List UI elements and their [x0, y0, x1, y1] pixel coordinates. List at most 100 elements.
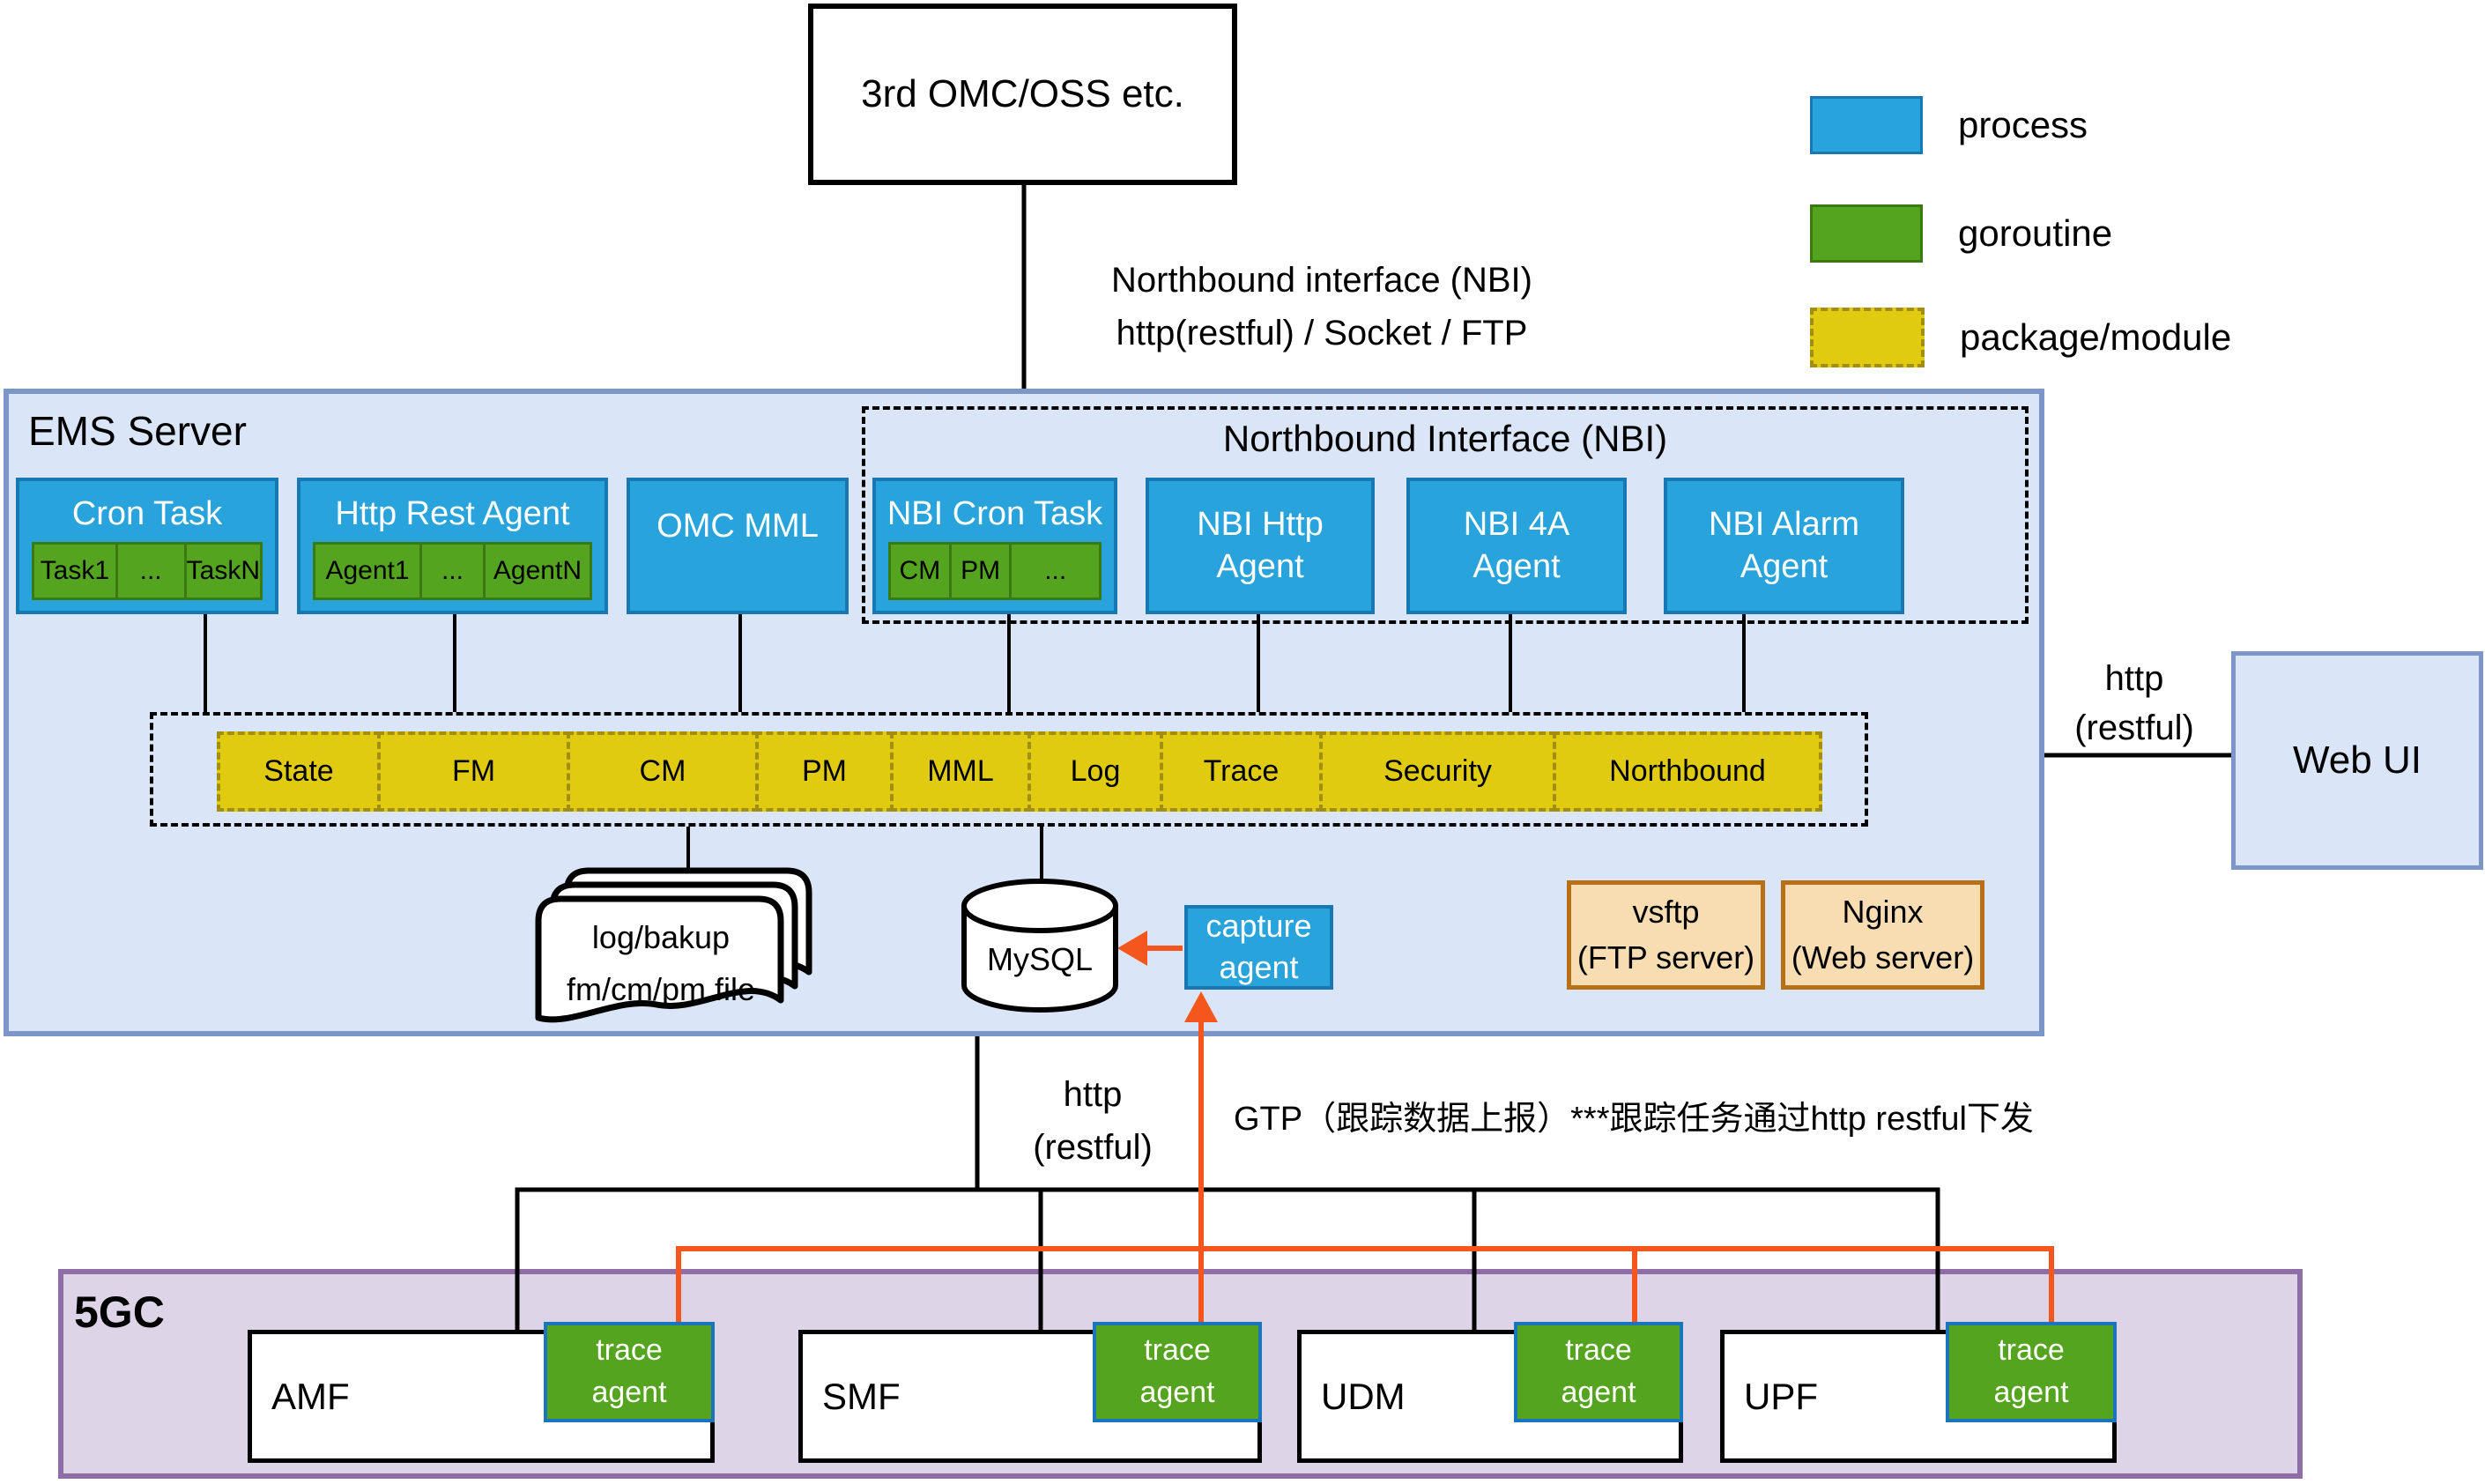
nbi-4a-agent-box: NBI 4A Agent [1406, 478, 1627, 614]
link-trace-manifold [676, 1246, 2054, 1322]
mysql-cylinder-icon [961, 879, 1118, 1013]
link-5gc-manifold [515, 1187, 1940, 1330]
nbi-http-agent-line2: Agent [1216, 547, 1304, 585]
goroutine-cell: ... [115, 542, 187, 600]
external-omc-oss-box: 3rd OMC/OSS etc. [808, 4, 1237, 185]
goroutine-cell: Agent1 [313, 542, 423, 600]
goroutine-cell: AgentN [482, 542, 592, 600]
goroutine-cell: Task1 [32, 542, 118, 600]
nf-upf-label: UPF [1744, 1375, 1818, 1417]
package-swatch-icon [1810, 308, 1925, 367]
nbi-alarm-agent-box: NBI Alarm Agent [1664, 478, 1904, 614]
south-http-label: http (restful) [996, 1068, 1190, 1174]
nf-smf-label: SMF [822, 1375, 901, 1417]
modules-band: State FM CM PM MML Log Trace Security No… [217, 731, 1822, 812]
nbi-link-note-line1: Northbound interface (NBI) [1110, 261, 1532, 300]
http-rest-agent-box: Http Rest Agent Agent1 ... AgentN [297, 478, 608, 614]
module-security: Security [1319, 731, 1556, 812]
trace-agent-amf: trace agent [544, 1322, 715, 1422]
nbi-4a-agent-line2: Agent [1472, 547, 1561, 585]
trace-agent-line1: trace [1998, 1333, 2065, 1368]
nf-amf-label: AMF [271, 1375, 350, 1417]
nbi-alarm-agent-line2: Agent [1740, 547, 1829, 585]
arrowhead-to-mysql [1117, 931, 1147, 966]
module-log: Log [1027, 731, 1163, 812]
nbi-http-agent-line1: NBI Http [1197, 506, 1324, 543]
trace-agent-line2: agent [591, 1376, 667, 1409]
nbi-cron-task-goroutines: CM PM ... [888, 542, 1102, 600]
module-northbound: Northbound [1553, 731, 1822, 812]
legend-label-package: package/module [1960, 316, 2232, 358]
nbi-dashed-container [862, 406, 2029, 624]
files-label-line2: fm/cm/pm file [566, 971, 755, 1008]
omc-mml-box: OMC MML [627, 478, 849, 614]
omc-mml-title: OMC MML [656, 508, 819, 545]
trace-agent-line1: trace [1565, 1333, 1632, 1368]
trace-agent-line2: agent [1561, 1376, 1636, 1409]
modules-dashed-container [150, 712, 1868, 827]
module-cm: CM [567, 731, 759, 812]
goroutine-cell: TaskN [183, 542, 263, 600]
nbi-cron-task-box: NBI Cron Task CM PM ... [872, 478, 1117, 614]
capture-agent-title: capture agent [1205, 906, 1311, 989]
module-pm: PM [755, 731, 894, 812]
cron-task-goroutines: Task1 ... TaskN [32, 542, 263, 600]
goroutine-cell: CM [888, 542, 952, 600]
capture-agent-box: capture agent [1184, 905, 1333, 990]
core-5gc-title: 5GC [74, 1287, 165, 1337]
module-state: State [217, 731, 381, 812]
nginx-line1: Nginx [1842, 893, 1924, 930]
trace-agent-line1: trace [1144, 1333, 1211, 1368]
http-rest-agent-title: Http Rest Agent [335, 495, 570, 532]
legend-row-process: process [1810, 96, 2231, 154]
module-mml: MML [890, 731, 1031, 812]
cron-task-box: Cron Task Task1 ... TaskN [16, 478, 278, 614]
trace-agent-line2: agent [1993, 1376, 2069, 1409]
http-rest-agent-goroutines: Agent1 ... AgentN [313, 542, 592, 600]
gtp-note: GTP（跟踪数据上报）***跟踪任务通过http restful下发 [1234, 1101, 2034, 1138]
nginx-line2: (Web server) [1791, 939, 1975, 976]
files-icon [535, 867, 812, 1023]
module-trace: Trace [1160, 731, 1323, 812]
nbi-http-agent-title: NBI Http Agent [1197, 504, 1324, 588]
nbi-alarm-agent-line1: NBI Alarm [1708, 506, 1860, 543]
nbi-4a-agent-line1: NBI 4A [1463, 506, 1570, 543]
nbi-container-title: Northbound Interface (NBI) [1222, 418, 1668, 459]
web-ui-link-label: http (restful) [2046, 654, 2222, 753]
trace-agent-udm: trace agent [1514, 1322, 1683, 1422]
vsftp-line2: (FTP server) [1576, 939, 1755, 976]
trace-agent-line1: trace [596, 1333, 663, 1368]
legend-label-goroutine: goroutine [1958, 212, 2113, 254]
south-http-line2: (restful) [1033, 1128, 1153, 1167]
mysql-label: MySQL [986, 941, 1094, 977]
web-ui-link-line1: http [2104, 659, 2164, 698]
nbi-link-note: Northbound interface (NBI) http(restful)… [969, 254, 1674, 360]
capture-agent-line2: agent [1219, 949, 1299, 985]
web-ui-link-line2: (restful) [2074, 709, 2194, 747]
legend-row-goroutine: goroutine [1810, 204, 2231, 263]
nbi-cron-task-title: NBI Cron Task [886, 495, 1103, 532]
legend-label-process: process [1958, 104, 2088, 145]
goroutine-cell: PM [948, 542, 1013, 600]
nginx-box: Nginx (Web server) [1781, 880, 1984, 990]
goroutine-cell: ... [1009, 542, 1102, 600]
nbi-4a-agent-title: NBI 4A Agent [1464, 504, 1569, 588]
capture-agent-line1: capture [1205, 908, 1312, 945]
trace-agent-upf: trace agent [1946, 1322, 2117, 1422]
web-ui-box: Web UI [2231, 651, 2483, 870]
process-swatch-icon [1810, 96, 1923, 154]
trace-agent-line2: agent [1139, 1376, 1215, 1409]
module-fm: FM [377, 731, 570, 812]
south-http-line1: http [1063, 1075, 1123, 1114]
vsftp-line1: vsftp [1632, 893, 1700, 930]
files-label-line1: log/bakup [591, 919, 731, 955]
vsftp-box: vsftp (FTP server) [1567, 880, 1765, 990]
legend-row-package: package/module [1810, 308, 2231, 367]
cron-task-title: Cron Task [71, 495, 223, 532]
goroutine-swatch-icon [1810, 204, 1923, 263]
trace-agent-smf: trace agent [1093, 1322, 1262, 1422]
nbi-alarm-agent-title: NBI Alarm Agent [1709, 504, 1859, 588]
arrowhead-to-capture [1184, 991, 1218, 1022]
